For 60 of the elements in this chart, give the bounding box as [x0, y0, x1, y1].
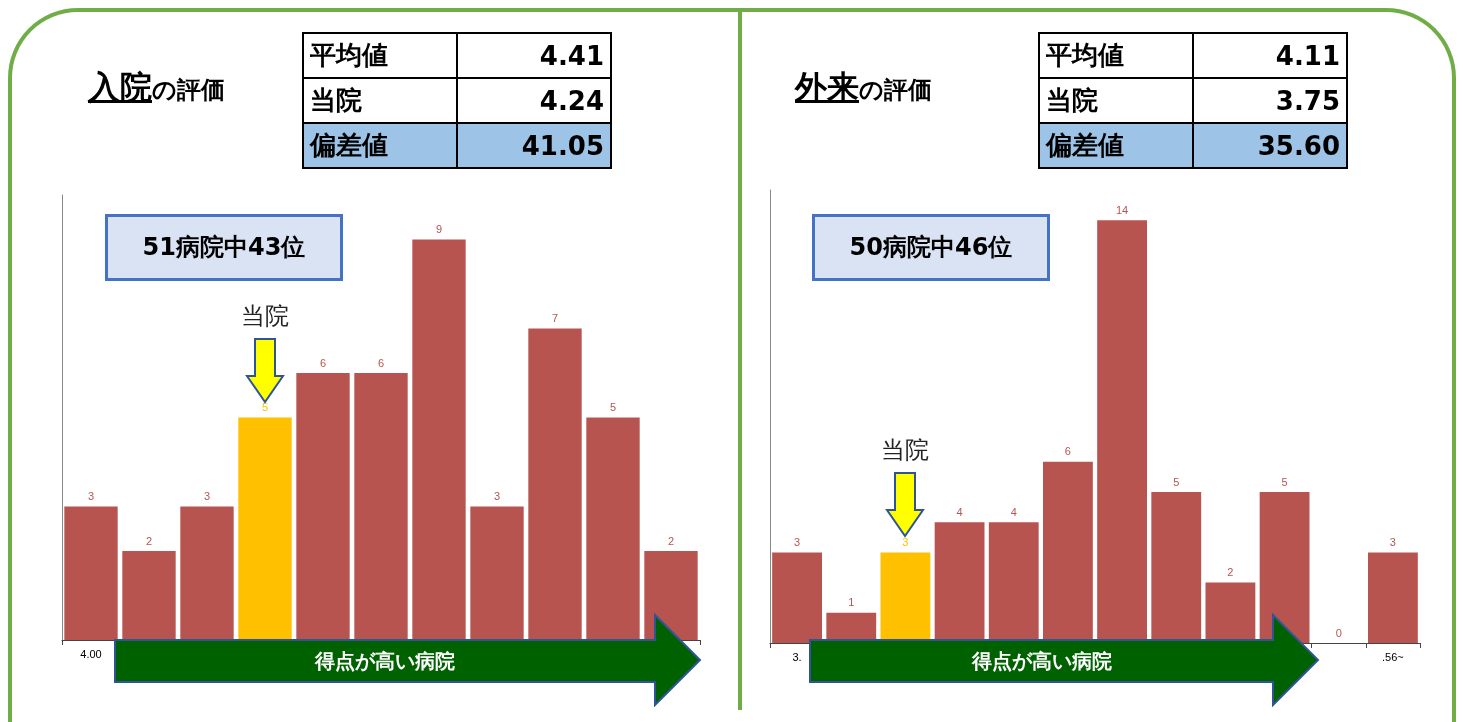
- text: 偏差値: [303, 123, 457, 168]
- data-label: 2: [1227, 566, 1234, 579]
- data-label: 0: [1335, 626, 1342, 639]
- data-label: 4: [1010, 505, 1017, 518]
- text: 得点が高い病院: [970, 648, 1113, 675]
- text: 4.11: [1193, 33, 1347, 78]
- data-label: 7: [551, 312, 559, 324]
- data-label: 2: [145, 534, 153, 547]
- bar: [354, 373, 408, 640]
- chart-title: 入院の評価: [88, 68, 225, 106]
- bar: [64, 506, 118, 640]
- data-label: 9: [435, 223, 443, 235]
- bar: [1368, 552, 1418, 643]
- data-label: 3: [87, 490, 95, 502]
- data-label: 3: [902, 535, 909, 548]
- x-tick-label: .56~: [1382, 650, 1404, 663]
- bar: [180, 506, 234, 640]
- x-tick-label: 3.: [792, 650, 802, 663]
- bar: [528, 328, 582, 640]
- data-label: 5: [1173, 475, 1180, 488]
- text: 平均値: [303, 33, 457, 78]
- data-label: 3: [1389, 535, 1396, 548]
- data-label: 5: [609, 401, 617, 413]
- data-label: 2: [667, 534, 675, 547]
- text: 偏差値: [1039, 123, 1193, 168]
- text: 4.24: [457, 78, 611, 123]
- bar: [238, 417, 292, 640]
- data-label: 6: [319, 356, 327, 369]
- data-label: 5: [1281, 475, 1288, 488]
- data-label: 3: [493, 490, 501, 502]
- text: 得点が高い病院: [313, 648, 456, 675]
- bar: [296, 373, 350, 640]
- data-label: 4: [956, 505, 963, 518]
- bar: [772, 552, 822, 643]
- chart-title: 外来の評価: [795, 68, 932, 106]
- text: 4.41: [457, 33, 611, 78]
- bar: [412, 239, 466, 640]
- bar: [122, 551, 176, 640]
- bar: [470, 506, 524, 640]
- text: 35.60: [1193, 123, 1347, 168]
- text: 当院: [1039, 78, 1193, 123]
- data-label: 6: [377, 356, 385, 369]
- text: 当院: [303, 78, 457, 123]
- text: 平均値: [1039, 33, 1193, 78]
- annotation: 51病院中43位: [105, 214, 343, 281]
- annotation: 50病院中46位: [812, 214, 1050, 281]
- data-label: 5: [261, 401, 269, 413]
- bar: [644, 551, 698, 640]
- data-label: 14: [1115, 203, 1129, 216]
- data-label: 3: [203, 490, 211, 502]
- bar: [1259, 492, 1310, 643]
- bar: [586, 417, 640, 640]
- data-label: 1: [848, 596, 855, 609]
- annotation: 当院: [880, 435, 931, 467]
- x-tick-label: 4.00: [80, 647, 102, 660]
- annotation: 当院: [240, 300, 290, 332]
- data-label: 3: [794, 535, 801, 548]
- text: 41.05: [457, 123, 611, 168]
- data-label: 6: [1064, 445, 1071, 458]
- text: 3.75: [1193, 78, 1347, 123]
